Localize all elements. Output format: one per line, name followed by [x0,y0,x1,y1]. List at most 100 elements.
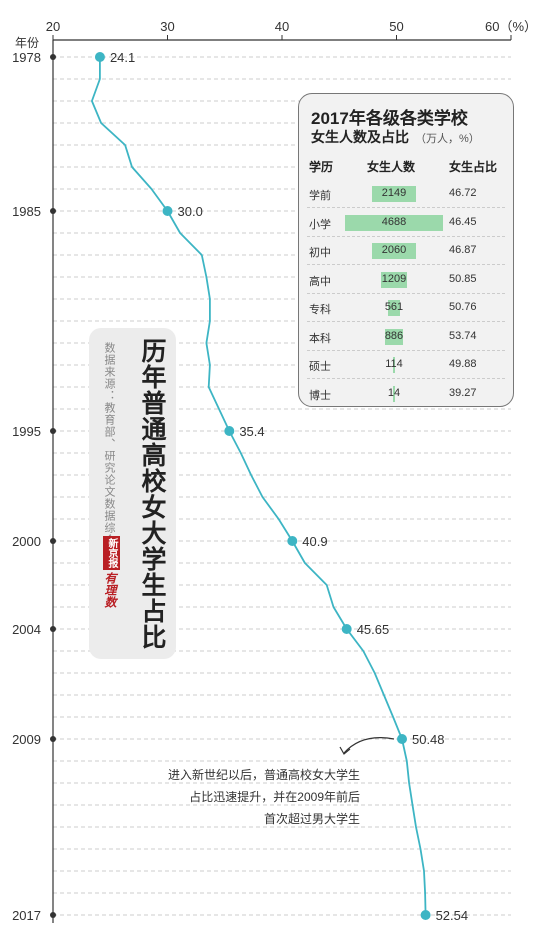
y-tick-dot [50,626,56,632]
count-bar [392,357,396,373]
annotation-line-3: 首次超过男大学生 [263,812,360,826]
row-divider [307,235,505,237]
annotation: 进入新世纪以后，普通高校女大学生 占比迅速提升，并在2009年前后 首次超过男大… [90,764,360,830]
row-level: 博士 [309,389,331,402]
brand-logo-xinjingbao: 新京报 [103,536,120,570]
annotation-arrow [343,737,395,754]
y-tick-label: 2017 [12,908,41,923]
y-tick-label: 1978 [12,50,41,65]
row-pct: 39.27 [449,386,477,399]
annotation-arrowhead [339,746,351,755]
row-pct: 50.76 [449,301,477,313]
table-header-pct: 女生占比 [449,160,498,174]
count-bar [345,214,443,231]
row-pct: 50.85 [449,272,477,285]
table-title: 2017年各级各类学校 [311,109,468,128]
data-label: 24.1 [110,50,135,65]
row-level: 学前 [309,190,331,202]
x-tick-label: 30 [160,19,174,34]
data-point-marker [420,910,431,920]
data-label: 35.4 [239,424,264,439]
data-label: 52.54 [436,908,469,923]
row-level: 专科 [309,304,331,316]
row-count: 14 [387,386,401,399]
count-bar [381,271,407,288]
title-card: 历年普通高校女大学生占比 数据来源：教育部、研究论文数据综合 新京报 有理数 [89,328,176,659]
data-point-marker [341,624,352,634]
row-level: 小学 [309,218,331,231]
series-line [91,57,427,916]
y-tick-label: 1995 [12,424,41,439]
annotation-line-1: 进入新世纪以后，普通高校女大学生 [167,768,360,782]
y-tick-dot [50,208,56,214]
table-subtitle-text: 女生人数及占比 [311,129,409,145]
value-labels: 24.1 30.0 35.4 40.9 45.65 50.48 52.54 [110,50,468,923]
table-header-count: 女生人数 [367,160,416,174]
chart-title: 历年普通高校女大学生占比 [138,338,166,650]
row-divider [307,292,505,294]
y-tick-dot [50,538,56,544]
row-divider [307,321,505,322]
row-level: 高中 [309,275,331,288]
data-point-marker [162,206,173,216]
data-label: 45.65 [357,622,390,637]
annotation-line-2: 占比迅速提升，并在2009年前后 [189,790,360,804]
series-line-group [91,52,431,920]
table-header-level: 学历 [309,160,334,174]
row-divider [307,349,505,351]
data-label: 50.48 [412,732,445,747]
data-label: 40.9 [302,534,327,549]
row-pct: 46.72 [449,187,477,199]
table-row: 专科 561 50.76 [299,294,513,322]
x-tick-label: 60（%） [485,19,537,34]
table-unit: （万人，%） [415,133,480,145]
row-divider [307,207,505,208]
row-count: 114 [385,358,403,370]
row-level: 硕士 [309,361,331,373]
data-point-marker [224,426,235,436]
y-tick-dot [50,912,56,918]
y-tick-dot [50,736,56,742]
row-count: 4688 [381,215,407,228]
table-row: 博士 14 39.27 [299,380,513,408]
x-tick-label: 20 [46,19,60,34]
table-row: 小学 4688 46.45 [299,209,513,237]
row-count: 561 [384,301,404,313]
row-level: 初中 [309,247,331,259]
axis-label-year: 年份 [15,36,39,50]
y-tick-label: 2004 [12,622,41,637]
count-bar [393,385,395,402]
data-source: 数据来源：教育部、研究论文数据综合 [103,342,115,546]
table-panel: 2017年各级各类学校 女生人数及占比 （万人，%） 学历 女生人数 女生占比 学… [298,93,514,407]
data-point-marker [94,52,105,62]
row-level: 本科 [309,332,331,345]
table-row: 硕士 114 49.88 [299,351,513,379]
y-tick-dot [50,54,56,60]
table-row: 本科 886 53.74 [299,323,513,351]
data-point-marker [287,536,298,546]
x-tick-label: 40 [275,19,289,34]
table-row: 学前 2149 46.72 [299,180,513,208]
row-count: 2149 [381,187,407,199]
row-pct: 46.87 [449,244,477,256]
row-count: 886 [384,329,404,342]
count-bar [371,186,417,202]
table-subtitle: 女生人数及占比 （万人，%） [311,127,480,147]
table-row: 高中 1209 50.85 [299,266,513,294]
row-pct: 53.74 [449,329,477,342]
y-tick-label: 2009 [12,732,41,747]
row-divider [307,378,505,379]
data-point-marker [396,734,407,744]
y-tick-label: 2000 [12,534,41,549]
data-label: 30.0 [178,204,203,219]
row-divider [307,264,505,265]
row-pct: 49.88 [449,358,477,370]
table-row: 初中 2060 46.87 [299,237,513,265]
y-tick-dot [50,428,56,434]
count-bar [384,328,404,345]
row-count: 2060 [381,244,407,256]
brand-logo-youlishu: 有理数 [103,572,117,608]
count-bar [388,300,400,316]
x-tick-label: 50 [389,19,403,34]
